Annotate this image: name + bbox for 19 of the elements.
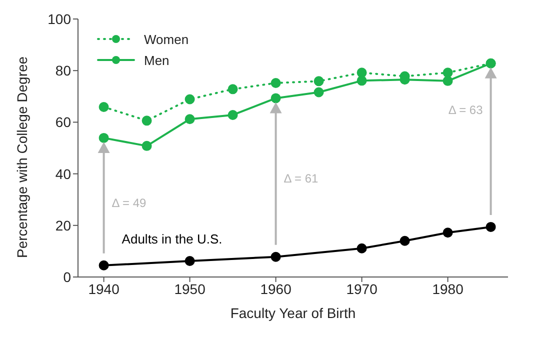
annotation: Δ = 63	[448, 103, 484, 118]
x-tick-label: 1950	[174, 280, 206, 297]
y-tick-label: 60	[55, 114, 72, 130]
x-tick-label: 1970	[346, 280, 378, 297]
y-tick-label: 0	[63, 268, 72, 285]
y-tick-label: 20	[55, 217, 72, 234]
annotation: Δ = 61	[284, 172, 319, 186]
x-tick-label: 1960	[260, 280, 292, 297]
x-tick-label: 1940	[88, 280, 120, 297]
y-axis-title: Percentage with College Degree	[14, 56, 30, 258]
legend-label: Women	[144, 32, 189, 47]
y-tick-label: 40	[55, 166, 72, 182]
legend-label: Men	[144, 53, 170, 68]
x-axis-title: Faculty Year of Birth	[230, 305, 356, 321]
x-tick-label: 1980	[432, 280, 464, 297]
annotation: Δ = 49	[112, 196, 147, 210]
series-label: Adults in the U.S.	[122, 231, 222, 246]
y-tick-label: 80	[55, 62, 72, 79]
y-tick-label: 100	[48, 10, 72, 27]
